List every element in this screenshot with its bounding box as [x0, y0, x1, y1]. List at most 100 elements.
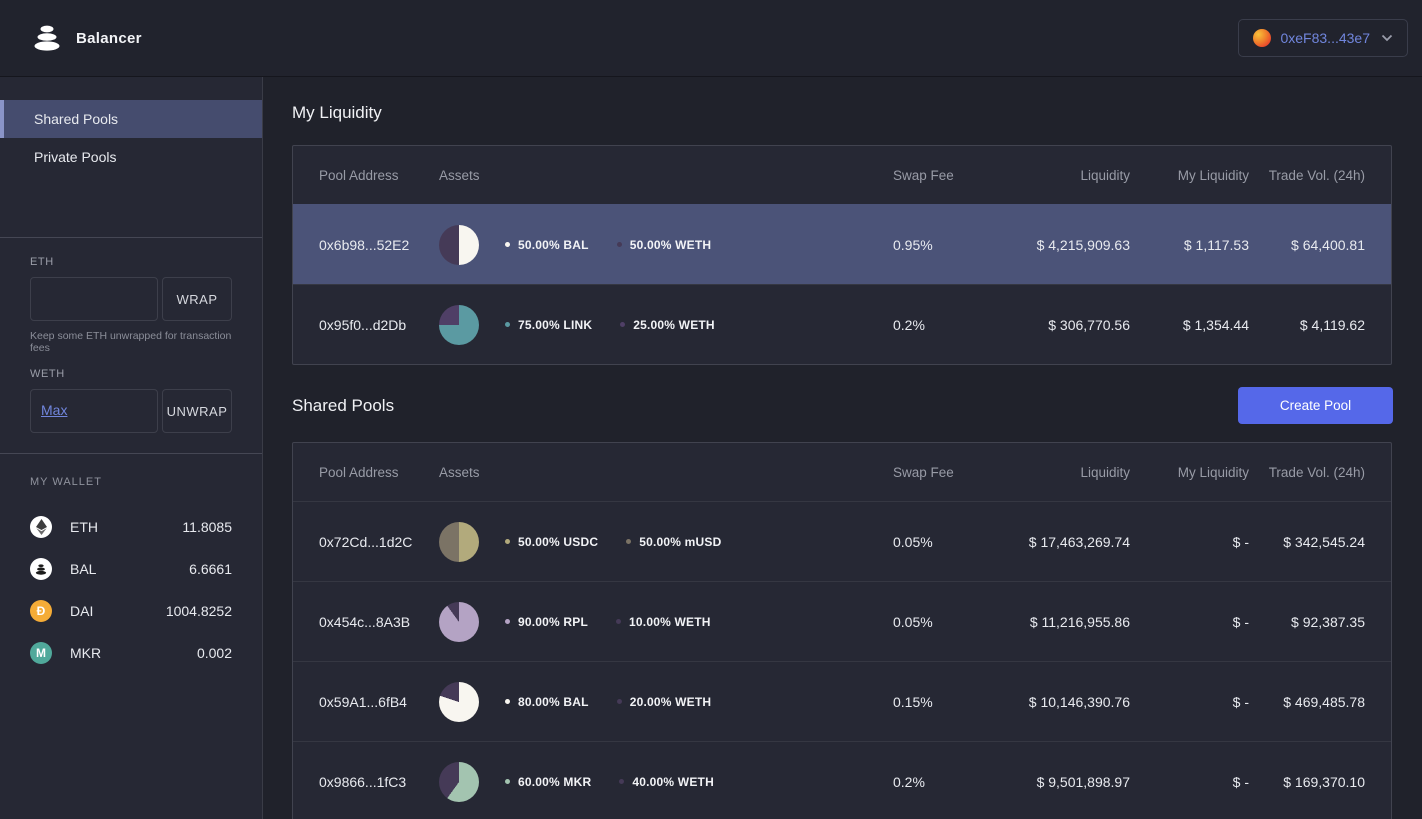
liquidity-value: $ 306,770.56 [1048, 316, 1130, 333]
swap-fee-value: 0.05% [893, 533, 933, 550]
asset-legend-item: 75.00% LINK [505, 318, 592, 332]
my-wallet-title: MY WALLET [30, 476, 102, 488]
column-header-my-liquidity: My Liquidity [1177, 464, 1249, 480]
asset-color-dot-icon [616, 619, 622, 624]
shared-pools-section-head: Shared Pools Create Pool [292, 387, 1393, 424]
asset-legend-item: 90.00% RPL [505, 615, 588, 629]
liquidity-value: $ 17,463,269.74 [1028, 533, 1130, 550]
asset-color-dot-icon [505, 242, 510, 247]
column-header-assets: Assets [439, 167, 480, 183]
eth-icon [30, 516, 52, 538]
swap-fee-value: 0.05% [893, 613, 933, 630]
unwrap-button[interactable]: UNWRAP [162, 389, 232, 433]
token-balance: 11.8085 [182, 519, 232, 535]
sidebar-item-shared-pools[interactable]: Shared Pools [0, 100, 262, 138]
asset-pie-chart [439, 601, 479, 642]
asset-share-label: 25.00% WETH [633, 317, 715, 332]
asset-color-dot-icon [626, 539, 632, 544]
asset-pie-chart [439, 761, 479, 802]
trade-vol-value: $ 4,119.62 [1299, 316, 1365, 333]
trade-vol-value: $ 64,400.81 [1291, 236, 1365, 253]
pool-assets: 60.00% MKR 40.00% WETH [439, 761, 893, 802]
sidebar-nav: Shared Pools Private Pools [0, 77, 262, 237]
asset-legend-item: 50.00% BAL [505, 238, 589, 252]
asset-color-dot-icon [505, 322, 510, 327]
my-wallet-section: MY WALLET ETH 11.8085 [0, 453, 262, 674]
pool-assets: 90.00% RPL 10.00% WETH [439, 601, 893, 642]
wallet-account-button[interactable]: 0xeF83...43e7 [1238, 19, 1408, 57]
pool-address: 0x59A1...6fB4 [319, 693, 407, 710]
pool-assets: 50.00% USDC 50.00% mUSD [439, 521, 893, 562]
eth-field-label: ETH [30, 256, 54, 268]
asset-legend: 50.00% USDC 50.00% mUSD [505, 535, 722, 549]
asset-legend-item: 25.00% WETH [620, 318, 715, 332]
my-liquidity-value: $ - [1232, 533, 1249, 550]
pool-row[interactable]: 0x454c...8A3B 90.00% RPL 10.00% WETH 0.05… [293, 581, 1391, 661]
wallet-balance-row-bal: BAL 6.6661 [30, 548, 232, 590]
liquidity-value: $ 10,146,390.76 [1028, 693, 1130, 710]
my-liquidity-value: $ - [1232, 613, 1249, 630]
pool-row[interactable]: 0x95f0...d2Db 75.00% LINK 25.00% WETH 0.2… [293, 284, 1391, 364]
pool-assets: 80.00% BAL 20.00% WETH [439, 681, 893, 722]
table-header-row: Pool Address Assets Swap Fee Liquidity M… [293, 443, 1391, 501]
pool-assets: 50.00% BAL 50.00% WETH [439, 224, 893, 265]
pool-address: 0x9866...1fC3 [319, 773, 407, 790]
balancer-logo-icon [34, 25, 60, 51]
asset-share-label: 80.00% BAL [518, 694, 589, 709]
pool-row[interactable]: 0x59A1...6fB4 80.00% BAL 20.00% WETH 0.15… [293, 661, 1391, 741]
asset-share-label: 10.00% WETH [629, 614, 711, 629]
dai-icon: Đ [30, 600, 52, 622]
asset-share-label: 90.00% RPL [518, 614, 589, 629]
weth-field-label: WETH [30, 368, 65, 380]
my-liquidity-value: $ 1,354.44 [1182, 316, 1249, 333]
asset-legend-item: 50.00% USDC [505, 535, 598, 549]
eth-amount-input[interactable] [30, 277, 158, 321]
asset-color-dot-icon [505, 779, 510, 784]
asset-legend-item: 10.00% WETH [616, 615, 711, 629]
top-bar: Balancer 0xeF83...43e7 [0, 0, 1422, 77]
max-link[interactable]: Max [41, 402, 68, 418]
wallet-address: 0xeF83...43e7 [1280, 30, 1370, 46]
sidebar-item-label: Private Pools [34, 149, 117, 165]
pool-row[interactable]: 0x72Cd...1d2C 50.00% USDC 50.00% mUSD 0.0… [293, 501, 1391, 581]
asset-legend-item: 80.00% BAL [505, 695, 589, 709]
mkr-icon: M [30, 642, 52, 664]
asset-share-label: 20.00% WETH [629, 694, 712, 709]
asset-color-dot-icon [616, 699, 622, 704]
column-header-liquidity: Liquidity [1080, 167, 1130, 183]
asset-legend: 80.00% BAL 20.00% WETH [505, 695, 711, 709]
column-header-my-liquidity: My Liquidity [1177, 167, 1249, 183]
asset-legend-item: 40.00% WETH [619, 775, 714, 789]
pool-row[interactable]: 0x9866...1fC3 60.00% MKR 40.00% WETH 0.2%… [293, 741, 1391, 819]
swap-fee-value: 0.15% [893, 693, 933, 710]
asset-color-dot-icon [505, 539, 510, 544]
wrap-unwrap-section: ETH WRAP Keep some ETH unwrapped for tra… [0, 237, 262, 453]
asset-color-dot-icon [505, 619, 510, 624]
bal-icon [30, 558, 52, 580]
my-liquidity-value: $ 1,117.53 [1183, 236, 1249, 253]
wrap-hint-text: Keep some ETH unwrapped for transaction … [30, 330, 232, 354]
asset-legend: 90.00% RPL 10.00% WETH [505, 615, 711, 629]
shared-pools-title: Shared Pools [292, 395, 395, 415]
weth-amount-input[interactable] [30, 389, 158, 433]
asset-legend-item: 20.00% WETH [616, 694, 712, 709]
pool-row[interactable]: 0x6b98...52E2 50.00% BAL 50.00% WETH 0.95… [293, 204, 1391, 284]
asset-legend: 50.00% BAL 50.00% WETH [505, 238, 711, 252]
asset-share-label: 50.00% BAL [518, 237, 589, 252]
liquidity-value: $ 4,215,909.63 [1036, 236, 1130, 253]
wrap-button[interactable]: WRAP [162, 277, 232, 321]
column-header-liquidity: Liquidity [1080, 464, 1130, 480]
token-balance: 6.6661 [189, 561, 232, 577]
brand: Balancer [30, 23, 142, 53]
token-name: ETH [70, 519, 98, 535]
create-pool-button[interactable]: Create Pool [1238, 387, 1393, 424]
token-balance: 0.002 [196, 645, 232, 661]
sidebar-item-private-pools[interactable]: Private Pools [0, 138, 262, 176]
asset-legend: 60.00% MKR 40.00% WETH [505, 775, 714, 789]
wallet-balance-row-mkr: M MKR 0.002 [30, 632, 232, 674]
trade-vol-value: $ 469,485.78 [1283, 693, 1365, 710]
asset-legend-item: 50.00% WETH [616, 238, 712, 252]
asset-share-label: 75.00% LINK [518, 317, 593, 332]
token-name: BAL [70, 561, 97, 577]
asset-legend-item: 60.00% MKR [505, 775, 591, 789]
